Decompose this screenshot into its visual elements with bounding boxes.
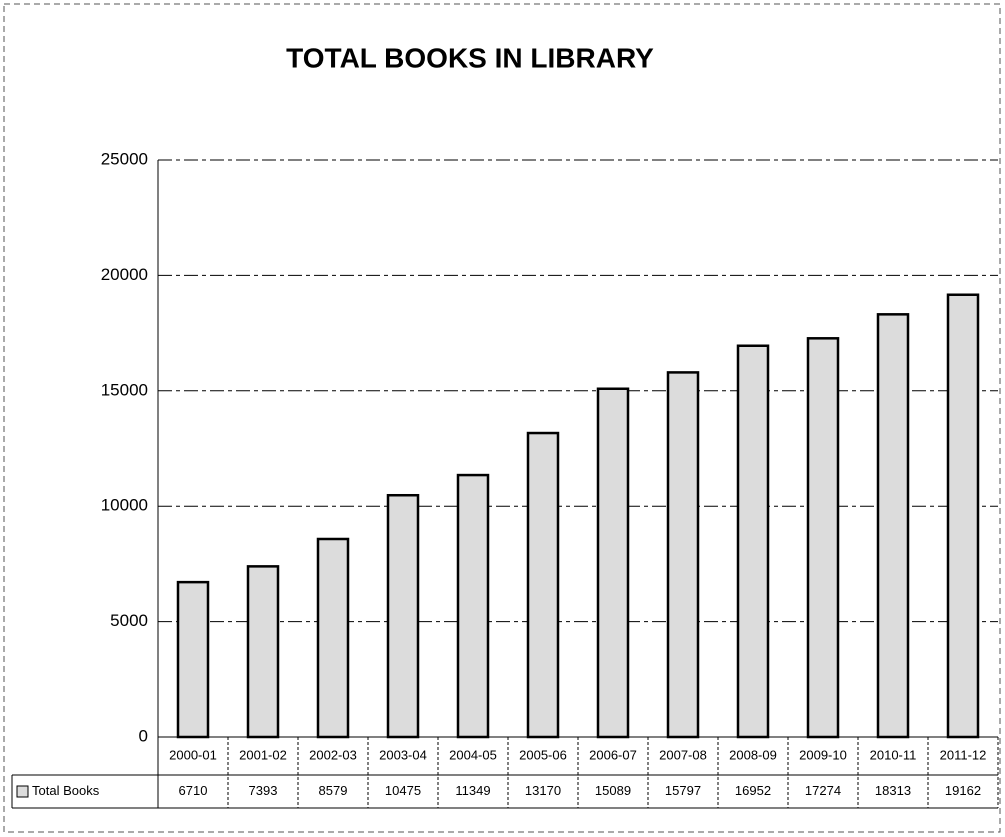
bar	[736, 344, 770, 739]
bar	[176, 580, 210, 739]
y-tick-label: 20000	[101, 265, 148, 284]
table-value: 15089	[595, 783, 631, 798]
bar	[316, 537, 350, 739]
y-tick-label: 25000	[101, 149, 148, 168]
x-tick-label: 2007-08	[659, 747, 707, 762]
chart-border	[3, 3, 1001, 833]
bar	[596, 387, 630, 739]
chart-title: TOTAL BOOKS IN LIBRARY	[286, 42, 654, 73]
table-value: 15797	[665, 783, 701, 798]
table-value: 11349	[455, 783, 490, 798]
table-value: 6710	[179, 783, 208, 798]
y-tick-label: 5000	[110, 611, 148, 630]
table-value: 16952	[735, 783, 771, 798]
bar	[386, 493, 420, 739]
table-value: 7393	[249, 783, 278, 798]
legend-label: Total Books	[32, 783, 100, 798]
table-value: 13170	[525, 783, 561, 798]
x-tick-label: 2001-02	[239, 747, 287, 762]
y-tick-label: 0	[139, 726, 148, 745]
y-tick-label: 10000	[101, 496, 148, 515]
x-tick-label: 2009-10	[799, 747, 847, 762]
bar	[806, 337, 840, 739]
table-value: 8579	[319, 783, 348, 798]
bar	[946, 293, 980, 739]
bar	[876, 313, 910, 739]
bar	[526, 431, 560, 739]
x-tick-label: 2002-03	[309, 747, 357, 762]
x-tick-label: 2005-06	[519, 747, 567, 762]
x-tick-label: 2006-07	[589, 747, 637, 762]
x-tick-label: 2008-09	[729, 747, 777, 762]
table-value: 10475	[385, 783, 421, 798]
legend-swatch	[16, 785, 29, 798]
table-value: 17274	[805, 783, 841, 798]
y-tick-label: 15000	[101, 380, 148, 399]
bar	[456, 473, 490, 739]
table-value: 18313	[875, 783, 911, 798]
x-tick-label: 2010-11	[870, 747, 917, 762]
x-tick-label: 2011-12	[940, 747, 987, 762]
bar	[666, 371, 700, 739]
x-tick-label: 2003-04	[379, 747, 427, 762]
x-tick-label: 2004-05	[449, 747, 497, 762]
x-tick-label: 2000-01	[169, 747, 217, 762]
bar	[246, 565, 280, 739]
table-value: 19162	[945, 783, 981, 798]
